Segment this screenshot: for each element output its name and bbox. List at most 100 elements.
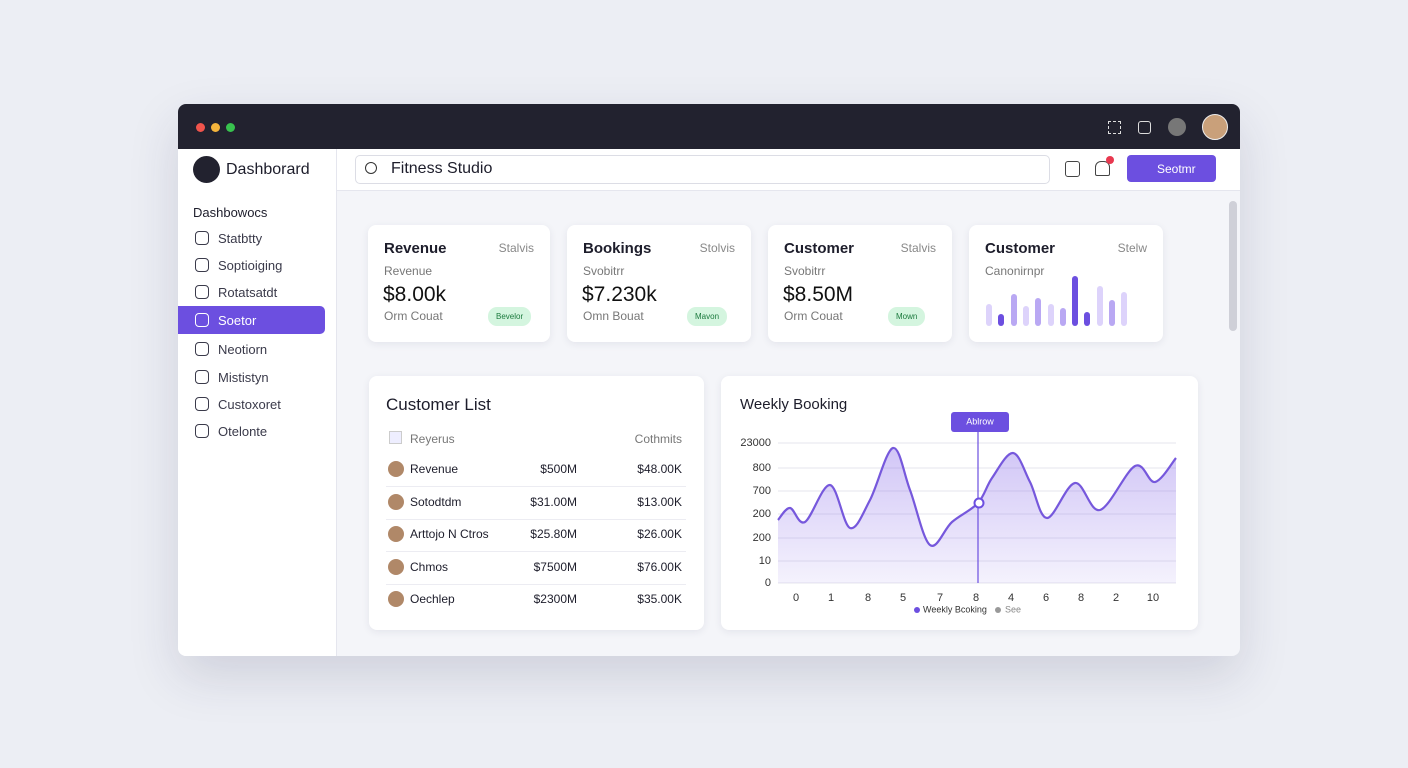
search-icon: [365, 162, 377, 174]
stat-sub: Omn Bouat: [583, 309, 644, 323]
mini-bar: [1121, 292, 1128, 326]
mini-bar: [1109, 300, 1115, 326]
stat-badge[interactable]: Bevelor: [488, 307, 532, 326]
row-divider: [386, 519, 686, 520]
brand: Dashborard: [226, 161, 310, 178]
sidebar: [178, 149, 337, 656]
row-count: $13.00K: [637, 495, 682, 509]
stat-value: $8.50M: [783, 283, 854, 306]
row-avatar: [388, 494, 404, 510]
nav-icon: [195, 285, 209, 299]
nav-icon: [195, 342, 209, 356]
mini-bar: [1084, 312, 1091, 326]
stat-tag: Stalvis: [498, 241, 534, 255]
nav-item[interactable]: Statbtty: [218, 231, 263, 246]
row-divider: [386, 486, 686, 487]
row-name[interactable]: Revenue: [410, 462, 459, 476]
stat-title: Bookings: [583, 240, 652, 257]
notify-icon[interactable]: [1138, 121, 1151, 134]
nav-item[interactable]: Rotatsatdt: [218, 285, 278, 300]
bell-icon[interactable]: [1095, 161, 1110, 176]
mini-bar: [1022, 306, 1029, 326]
nav-icon: [195, 370, 209, 384]
nav-icon: [195, 424, 209, 438]
row-name[interactable]: Oechlep: [410, 592, 455, 606]
stat-label: Revenue: [384, 264, 433, 278]
table-header: Cothmits: [634, 432, 682, 446]
search-box[interactable]: [355, 155, 1050, 184]
search-button[interactable]: [1127, 155, 1216, 182]
row-amount: $31.00M: [530, 495, 577, 509]
avatar[interactable]: [1202, 114, 1228, 140]
nav-icon: [195, 313, 209, 327]
nav-item[interactable]: Soetor: [218, 313, 257, 328]
scrollbar[interactable]: [1229, 201, 1237, 331]
mini-bar: [1047, 304, 1054, 326]
stat-sub: Orm Couat: [384, 309, 443, 323]
mini-bar: [1072, 276, 1079, 326]
stat-title: Customer: [985, 240, 1056, 257]
row-avatar: [388, 591, 404, 607]
expand-icon[interactable]: [1108, 121, 1121, 134]
row-count: $26.00K: [637, 527, 682, 541]
stat-label: Canonirnpr: [985, 264, 1045, 278]
stat-tag: Stalvis: [900, 241, 936, 255]
close-dot[interactable]: [196, 123, 205, 132]
nav-icon: [195, 397, 209, 411]
row-amount: $2300M: [533, 592, 577, 606]
search-text[interactable]: Fitness Studio: [391, 160, 493, 177]
min-dot[interactable]: [211, 123, 220, 132]
customer-list-title: Customer List: [386, 395, 491, 414]
title-bar: [178, 104, 1240, 149]
row-name[interactable]: Chmos: [410, 560, 449, 574]
stat-label: Svobitrr: [784, 264, 826, 278]
mini-bar: [986, 304, 992, 326]
row-count: $35.00K: [637, 592, 682, 606]
stat-sub: Orm Couat: [784, 309, 843, 323]
nav-item[interactable]: Soptioiging: [218, 258, 283, 273]
row-count: $48.00K: [637, 462, 682, 476]
row-avatar: [388, 461, 404, 477]
row-divider: [386, 551, 686, 552]
row-name[interactable]: Sotodtdm: [410, 495, 462, 509]
search-button-label[interactable]: Seotmr: [1157, 162, 1196, 176]
nav-item[interactable]: Otelonte: [218, 424, 268, 439]
section-title: Dashbowocs: [193, 205, 268, 220]
table-header: Reyerus: [410, 432, 455, 446]
status-icon[interactable]: [1168, 118, 1186, 136]
nav-item[interactable]: Mististyn: [218, 370, 269, 385]
calendar-icon[interactable]: [1065, 161, 1080, 177]
nav-icon: [195, 258, 209, 272]
mini-bar: [998, 314, 1005, 326]
stat-tag: Stolvis: [699, 241, 735, 255]
bell-badge: [1106, 156, 1114, 164]
mini-bar: [1096, 286, 1103, 326]
stat-value: $7.230k: [582, 283, 657, 306]
row-name[interactable]: Arttojo N Ctros: [410, 527, 489, 541]
row-avatar: [388, 559, 404, 575]
row-amount: $500M: [540, 462, 577, 476]
stat-title: Customer: [784, 240, 855, 257]
stat-badge[interactable]: Mown: [888, 307, 926, 326]
stat-label: Svobitrr: [583, 264, 625, 278]
stat-tag: Stelw: [1117, 241, 1147, 255]
customer-list-card: [369, 376, 704, 630]
mini-bar: [1010, 294, 1017, 326]
brand-logo: [193, 156, 220, 183]
max-dot[interactable]: [226, 123, 235, 132]
checkbox[interactable]: [389, 431, 402, 444]
nav-item[interactable]: Neotiorn: [218, 342, 268, 357]
weekly-card: [721, 376, 1198, 630]
row-amount: $25.80M: [530, 527, 577, 541]
stat-badge[interactable]: Mavon: [687, 307, 728, 326]
row-count: $76.00K: [637, 560, 682, 574]
weekly-title: Weekly Booking: [740, 396, 848, 413]
mini-bar: [1059, 308, 1066, 326]
stat-value: $8.00k: [383, 283, 447, 306]
row-avatar: [388, 526, 404, 542]
nav-item[interactable]: Custoxoret: [218, 397, 281, 412]
row-amount: $7500M: [533, 560, 577, 574]
active-item-bg: [178, 306, 325, 334]
nav-icon: [195, 231, 209, 245]
